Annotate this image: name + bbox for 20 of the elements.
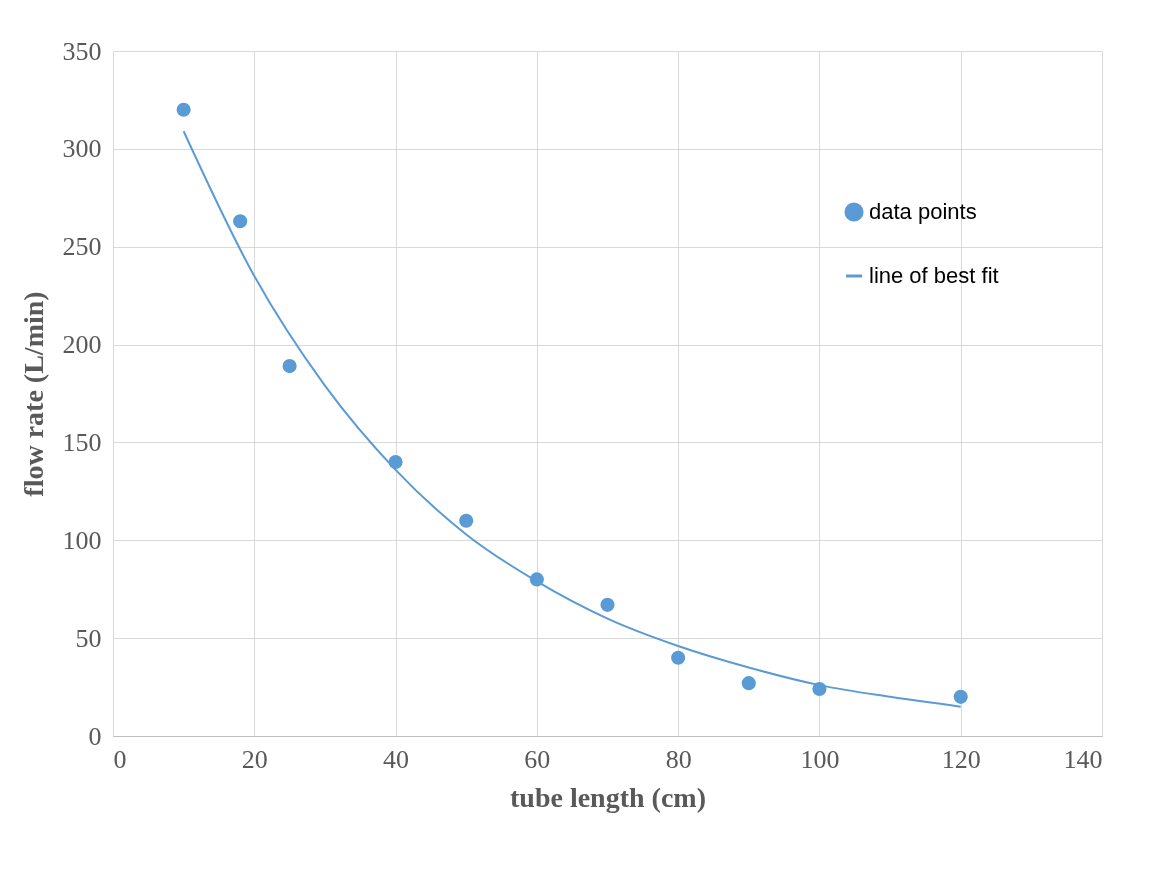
x-tick-label: 40 <box>383 744 410 774</box>
legend-label: line of best fit <box>869 263 999 288</box>
y-tick-label: 350 <box>62 36 102 66</box>
y-axis-title: flow rate (L/min) <box>17 291 49 497</box>
y-tick-label: 50 <box>75 623 102 653</box>
y-tick-label: 0 <box>88 721 102 751</box>
x-axis-title: tube length (cm) <box>510 781 706 813</box>
y-tick-label: 300 <box>62 134 102 164</box>
x-tick-label: 100 <box>800 744 840 774</box>
x-tick-label: 60 <box>524 744 551 774</box>
x-tick-label: 80 <box>665 744 692 774</box>
x-tick-label: 20 <box>241 744 268 774</box>
y-tick-label: 150 <box>62 427 102 457</box>
y-tick-label: 200 <box>62 330 102 360</box>
y-tick-label: 100 <box>62 525 102 555</box>
legend-label: data points <box>869 199 977 224</box>
y-tick-label: 250 <box>62 232 102 262</box>
x-tick-label: 140 <box>1063 744 1103 774</box>
x-tick-label: 120 <box>941 744 981 774</box>
x-tick-label: 0 <box>113 744 127 774</box>
